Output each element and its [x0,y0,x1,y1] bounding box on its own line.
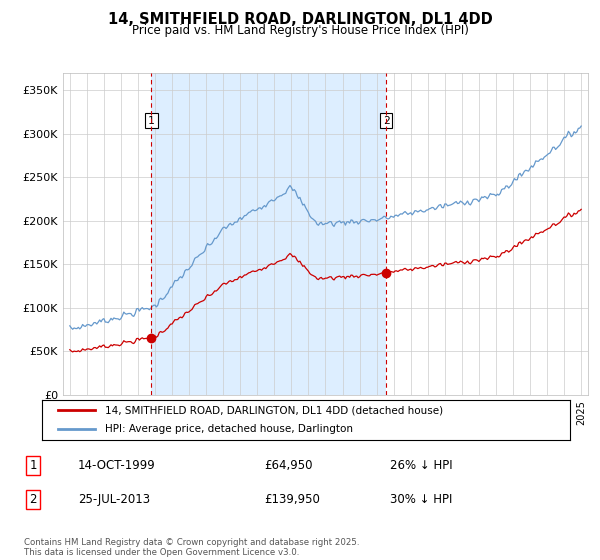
Text: 14, SMITHFIELD ROAD, DARLINGTON, DL1 4DD: 14, SMITHFIELD ROAD, DARLINGTON, DL1 4DD [107,12,493,27]
Text: 2: 2 [29,493,37,506]
Bar [151,73,386,395]
Text: 26% ↓ HPI: 26% ↓ HPI [390,459,452,473]
Text: HPI: Average price, detached house, Darlington: HPI: Average price, detached house, Darl… [106,423,353,433]
Text: 1: 1 [29,459,37,473]
Text: 14, SMITHFIELD ROAD, DARLINGTON, DL1 4DD (detached house): 14, SMITHFIELD ROAD, DARLINGTON, DL1 4DD… [106,405,443,415]
Text: Contains HM Land Registry data © Crown copyright and database right 2025.
This d: Contains HM Land Registry data © Crown c… [24,538,359,557]
Text: 1: 1 [148,116,155,125]
Text: £64,950: £64,950 [264,459,313,473]
Text: 14-OCT-1999: 14-OCT-1999 [78,459,156,473]
Text: Price paid vs. HM Land Registry's House Price Index (HPI): Price paid vs. HM Land Registry's House … [131,24,469,37]
Text: £139,950: £139,950 [264,493,320,506]
Text: 2: 2 [383,116,389,125]
Text: 30% ↓ HPI: 30% ↓ HPI [390,493,452,506]
Text: 25-JUL-2013: 25-JUL-2013 [78,493,150,506]
